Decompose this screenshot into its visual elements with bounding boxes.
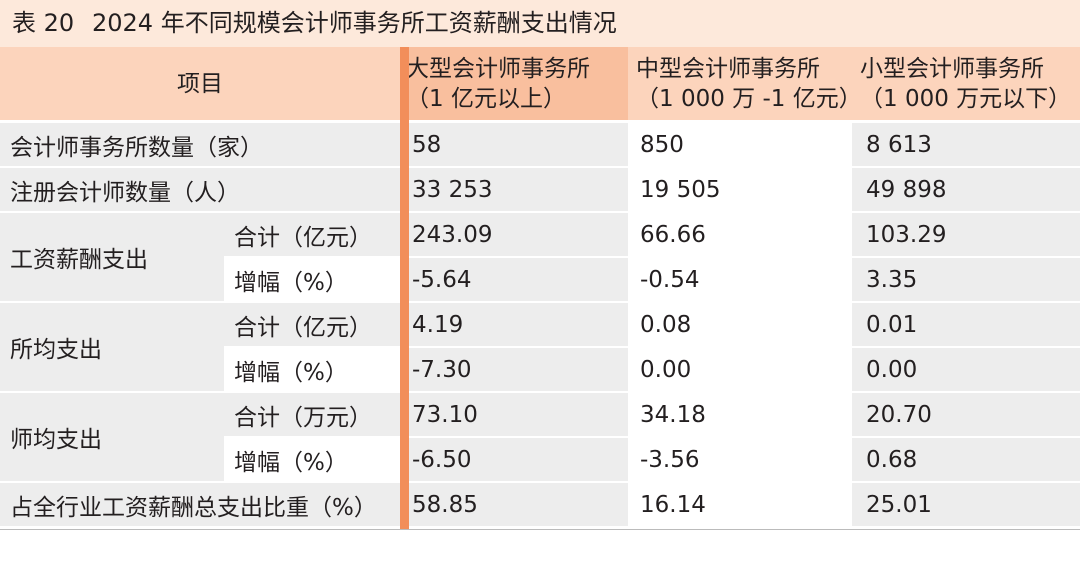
table-row: 所均支出 合计（亿元） 4.19 0.08 0.01 — [0, 302, 1080, 393]
cell-large: 58.85 — [400, 482, 628, 528]
cell-medium: 34.18 — [628, 392, 852, 438]
sub-label: 合计（亿元） — [224, 212, 400, 258]
sub-label: 增幅（%） — [224, 347, 400, 393]
cell-large: 73.10 — [400, 392, 628, 438]
sub-label: 增幅（%） — [224, 437, 400, 483]
header-small: 小型会计师事务所 （1 000 万元以下） — [852, 47, 1080, 123]
cell-large: 243.09 — [400, 212, 628, 258]
group-label: 所均支出 — [0, 302, 224, 393]
row-label: 注册会计师数量（人） — [0, 167, 400, 213]
cell-large: -5.64 — [400, 257, 628, 303]
salary-table: 项目 大型会计师事务所 （1 亿元以上） 中型会计师事务所 （1 000 万 -… — [0, 47, 1080, 528]
header-large: 大型会计师事务所 （1 亿元以上） — [400, 47, 628, 123]
cell-large: -6.50 — [400, 437, 628, 483]
cell-small: 8 613 — [852, 121, 1080, 168]
cell-medium: 19 505 — [628, 167, 852, 213]
cell-small: 0.00 — [852, 347, 1080, 393]
cell-large: 4.19 — [400, 302, 628, 348]
table-row: 增幅（%） -7.30 0.00 0.00 — [0, 347, 1080, 393]
row-label: 会计师事务所数量（家） — [0, 121, 400, 168]
row-label: 占全行业工资薪酬总支出比重（%） — [0, 482, 400, 528]
cell-small: 25.01 — [852, 482, 1080, 528]
table-row: 注册会计师数量（人） 33 253 19 505 49 898 — [0, 167, 1080, 213]
table-row: 增幅（%） -5.64 -0.54 3.35 — [0, 257, 1080, 303]
sub-label: 合计（万元） — [224, 392, 400, 438]
table-caption: 表 20 2024 年不同规模会计师事务所工资薪酬支出情况 — [0, 0, 1080, 47]
cell-medium: -3.56 — [628, 437, 852, 483]
cell-small: 20.70 — [852, 392, 1080, 438]
table-row: 会计师事务所数量（家） 58 850 8 613 — [0, 121, 1080, 168]
table-title: 2024 年不同规模会计师事务所工资薪酬支出情况 — [92, 9, 617, 37]
header-medium-line2: （1 000 万 -1 亿元） — [636, 85, 862, 112]
table-number: 表 20 — [12, 9, 75, 37]
cell-medium: 16.14 — [628, 482, 852, 528]
table-row: 增幅（%） -6.50 -3.56 0.68 — [0, 437, 1080, 483]
header-small-line2: （1 000 万元以下） — [860, 85, 1072, 112]
cell-small: 0.01 — [852, 302, 1080, 348]
header-medium: 中型会计师事务所 （1 000 万 -1 亿元） — [628, 47, 862, 123]
group-label: 师均支出 — [0, 392, 224, 483]
header-item: 项目 — [0, 47, 400, 123]
cell-large: -7.30 — [400, 347, 628, 393]
table-row: 师均支出 合计（万元） 73.10 34.18 20.70 — [0, 392, 1080, 483]
table-bottom-rule — [0, 529, 1080, 530]
cell-large: 58 — [400, 121, 628, 168]
cell-medium: 0.00 — [628, 347, 852, 393]
sub-label: 增幅（%） — [224, 257, 400, 303]
cell-large: 33 253 — [400, 167, 628, 213]
cell-medium: 850 — [628, 121, 852, 168]
sub-label: 合计（亿元） — [224, 302, 400, 348]
cell-small: 0.68 — [852, 437, 1080, 483]
column-divider — [400, 47, 409, 530]
cell-medium: -0.54 — [628, 257, 852, 303]
header-small-line1: 小型会计师事务所 — [860, 55, 1044, 82]
group-label: 工资薪酬支出 — [0, 212, 224, 303]
header-large-line1: 大型会计师事务所 — [406, 55, 590, 82]
cell-medium: 66.66 — [628, 212, 852, 258]
header-row: 项目 大型会计师事务所 （1 亿元以上） 中型会计师事务所 （1 000 万 -… — [0, 47, 1080, 123]
cell-small: 49 898 — [852, 167, 1080, 213]
cell-medium: 0.08 — [628, 302, 852, 348]
header-large-line2: （1 亿元以上） — [406, 85, 566, 112]
cell-small: 3.35 — [852, 257, 1080, 303]
table-row: 工资薪酬支出 合计（亿元） 243.09 66.66 103.29 — [0, 212, 1080, 303]
header-medium-line1: 中型会计师事务所 — [636, 55, 820, 82]
cell-small: 103.29 — [852, 212, 1080, 258]
table-row: 占全行业工资薪酬总支出比重（%） 58.85 16.14 25.01 — [0, 482, 1080, 528]
